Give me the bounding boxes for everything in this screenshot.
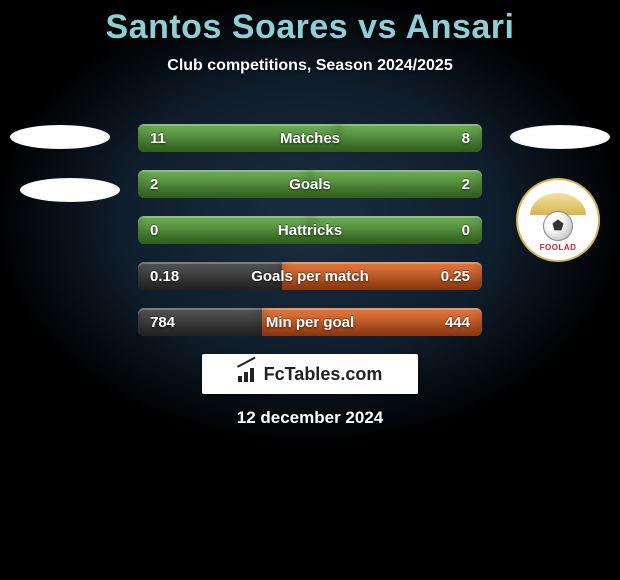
stat-value-right: 0 [462,222,470,239]
date-text: 12 december 2024 [0,408,620,428]
stat-row: Min per goal784444 [138,308,482,336]
badge-text: FOOLAD [540,243,577,252]
player-right-photo-1 [510,125,610,149]
player-left-photo-2 [20,178,120,202]
stat-value-right: 0.25 [441,268,470,285]
page-title: Santos Soares vs Ansari [0,0,620,47]
player-left-photo-1 [10,125,110,149]
stat-values: 11 8 [138,124,482,152]
barchart-icon [238,366,258,382]
stat-value-left: 0 [150,222,158,239]
stat-row: Matches118 [138,124,482,152]
stat-value-left: 11 [150,130,166,147]
stat-value-left: 0.18 [150,268,179,285]
stat-value-right: 2 [462,176,470,193]
brand-text: FcTables.com [264,364,383,385]
stat-row: Goals per match0.180.25 [138,262,482,290]
subtitle: Club competitions, Season 2024/2025 [0,57,620,75]
stat-value-left: 784 [150,314,175,331]
brand-box: FcTables.com [202,354,418,394]
stat-value-right: 444 [445,314,470,331]
stat-value-right: 8 [462,130,470,147]
stat-values: 00 [138,216,482,244]
stat-row: Goals22 [138,170,482,198]
stat-bars: Matches118Goals22Hattricks00Goals per ma… [138,124,482,336]
stat-values: 22 [138,170,482,198]
club-badge-foolad: FOOLAD [516,178,600,262]
stat-row: Hattricks00 [138,216,482,244]
stat-values: 784 444 [138,308,482,336]
football-icon [543,211,573,241]
stat-value-left: 2 [150,176,158,193]
stat-values: 0.18 0.25 [138,262,482,290]
